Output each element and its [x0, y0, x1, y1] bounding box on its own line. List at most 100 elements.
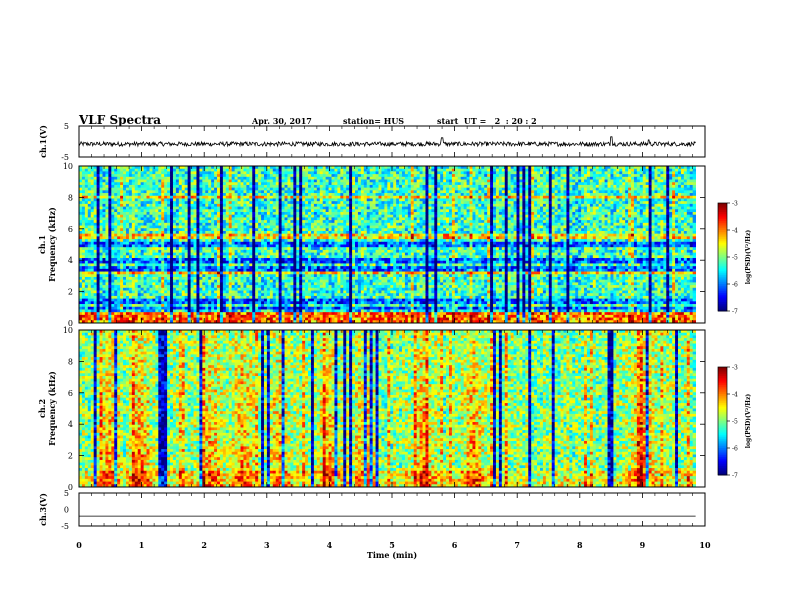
heatmap-cell [604, 193, 608, 197]
heatmap-cell [595, 174, 600, 178]
heatmap-cell [501, 214, 506, 218]
heatmap-cell [360, 182, 365, 186]
heatmap-cell [146, 228, 150, 232]
heatmap-cell [214, 184, 218, 189]
heatmap-cell [90, 206, 95, 210]
heatmap-cell [343, 179, 347, 183]
heatmap-cell [255, 209, 259, 213]
heatmap-cell [278, 176, 282, 180]
heatmap-cell [316, 166, 321, 170]
heatmap-cell [172, 217, 177, 221]
heatmap-cell [689, 174, 694, 178]
heatmap-cell [481, 176, 485, 180]
heatmap-cell [554, 184, 559, 189]
heatmap-cell [211, 209, 215, 213]
heatmap-cell [131, 179, 136, 183]
heatmap-cell [117, 206, 121, 210]
heatmap-cell [352, 201, 356, 205]
heatmap-cell [284, 222, 288, 226]
heatmap-cell [686, 166, 691, 170]
heatmap-cell [595, 184, 600, 189]
heatmap-cell [123, 174, 127, 178]
heatmap-cell [384, 203, 388, 208]
heatmap-cell [446, 179, 450, 183]
heatmap-cell [545, 187, 550, 191]
heatmap-cell [451, 171, 456, 175]
heatmap-cell [545, 168, 550, 172]
heatmap-cell [522, 184, 526, 189]
heatmap-cell [516, 184, 520, 189]
heatmap-cell [231, 166, 236, 170]
heatmap-cell [451, 203, 456, 208]
heatmap-cell [328, 195, 332, 199]
heatmap-cell [469, 176, 473, 180]
heatmap-cell [507, 222, 512, 226]
heatmap-cell [355, 190, 359, 194]
heatmap-cell [137, 217, 142, 221]
heatmap-cell [337, 193, 341, 197]
heatmap-cell [631, 206, 635, 210]
heatmap-cell [425, 209, 429, 213]
heatmap-cell [534, 166, 538, 170]
heatmap-cell [572, 217, 576, 221]
heatmap-cell [146, 176, 150, 180]
heatmap-cell [633, 203, 638, 208]
heatmap-cell [258, 201, 262, 205]
heatmap-cell [219, 179, 224, 183]
heatmap-cell [595, 203, 600, 208]
heatmap-cell [211, 182, 215, 186]
heatmap-cell [390, 220, 394, 224]
heatmap-cell [128, 187, 133, 191]
heatmap-cell [525, 209, 529, 213]
heatmap-cell [293, 212, 297, 216]
heatmap-cell [607, 168, 611, 172]
heatmap-cell [675, 198, 679, 202]
heatmap-cell [566, 184, 570, 189]
heatmap-cell [240, 222, 244, 226]
heatmap-cell [340, 198, 344, 202]
heatmap-cell [205, 220, 209, 224]
heatmap-cell [196, 195, 200, 199]
heatmap-cell [428, 184, 432, 189]
heatmap-cell [651, 206, 655, 210]
heatmap-cell [384, 206, 388, 210]
heatmap-cell [143, 190, 147, 194]
heatmap-cell [692, 209, 697, 213]
heatmap-cell [531, 209, 535, 213]
heatmap-cell [131, 203, 136, 208]
heatmap-cell [81, 166, 86, 170]
heatmap-cell [528, 176, 532, 180]
heatmap-cell [305, 171, 309, 175]
heatmap-cell [117, 220, 121, 224]
heatmap-cell [125, 168, 130, 172]
heatmap-cell [152, 203, 156, 208]
heatmap-cell [654, 222, 658, 226]
heatmap-cell [481, 206, 485, 210]
heatmap-cell [114, 225, 118, 229]
heatmap-cell [660, 220, 664, 224]
heatmap-cell [325, 195, 329, 199]
heatmap-cell [525, 193, 529, 197]
heatmap-cell [128, 203, 133, 208]
heatmap-cell [381, 182, 385, 186]
heatmap-cell [689, 217, 694, 221]
heatmap-cell [155, 209, 159, 213]
heatmap-cell [451, 214, 456, 218]
heatmap-cell [196, 171, 200, 175]
heatmap-cell [399, 171, 403, 175]
heatmap-cell [531, 176, 535, 180]
heatmap-cell [84, 225, 89, 229]
heatmap-cell [381, 225, 385, 229]
heatmap-cell [460, 209, 465, 213]
heatmap-cell [657, 195, 661, 199]
heatmap-cell [134, 228, 139, 232]
heatmap-cell [663, 206, 667, 210]
heatmap-cell [542, 184, 547, 189]
heatmap-cell [225, 176, 230, 180]
heatmap-cell [510, 209, 514, 213]
heatmap-cell [484, 184, 488, 189]
heatmap-cell [507, 195, 512, 199]
heatmap-cell [689, 201, 694, 205]
heatmap-cell [269, 171, 274, 175]
heatmap-cell [660, 174, 664, 178]
